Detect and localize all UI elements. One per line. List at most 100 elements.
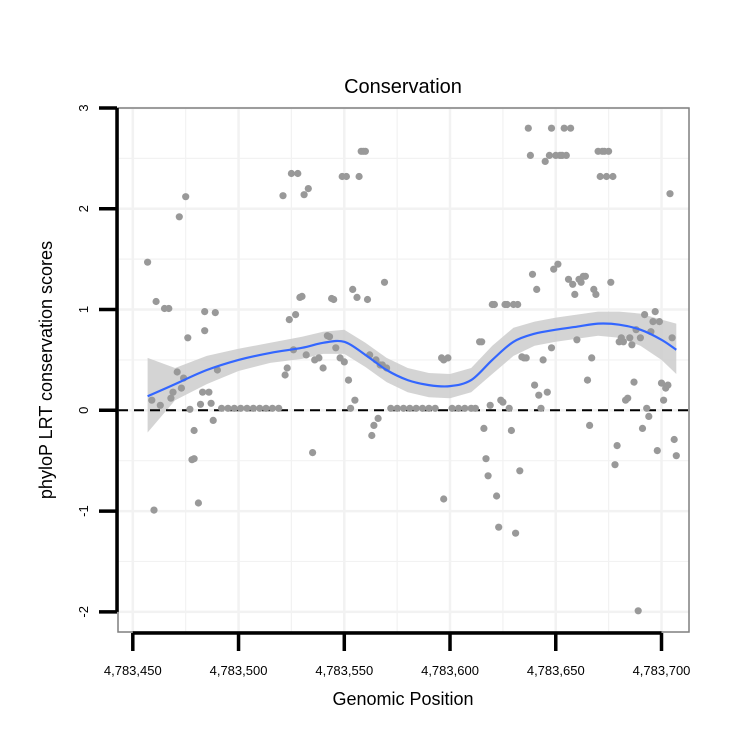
data-point <box>581 272 590 280</box>
data-point <box>571 290 579 298</box>
data-point <box>613 442 621 450</box>
data-point <box>363 295 372 304</box>
data-point <box>516 467 524 475</box>
data-point <box>294 169 302 178</box>
data-point <box>624 394 632 402</box>
data-point <box>167 394 175 402</box>
data-point <box>201 308 209 316</box>
data-point <box>577 278 585 286</box>
data-point <box>567 124 575 132</box>
data-point <box>630 378 638 386</box>
data-point <box>169 388 177 396</box>
data-point <box>526 151 535 159</box>
data-point <box>287 169 295 178</box>
data-point <box>507 426 515 435</box>
data-point <box>586 421 594 429</box>
data-point <box>490 300 498 309</box>
data-point <box>550 265 558 273</box>
data-point <box>666 190 674 198</box>
data-point <box>547 124 556 132</box>
data-point <box>374 414 382 422</box>
data-point <box>533 285 541 293</box>
data-point <box>175 213 183 221</box>
data-point <box>641 311 649 319</box>
data-point <box>596 172 604 181</box>
x-axis: 4,783,450 4,783,500 4,783,550 4,783,600 4,78… <box>104 631 691 678</box>
data-point <box>173 368 181 376</box>
data-point <box>190 426 198 435</box>
y-axis-label: phyloP LRT conservation scores <box>36 241 56 499</box>
data-point <box>619 338 628 346</box>
data-point <box>380 278 389 286</box>
data-point <box>209 416 217 424</box>
data-point <box>628 341 636 349</box>
x-axis-label: Genomic Position <box>332 689 473 709</box>
data-point <box>535 391 543 399</box>
data-point <box>545 151 554 159</box>
data-point <box>279 192 287 200</box>
data-point <box>249 404 257 412</box>
data-point <box>342 172 350 181</box>
data-point <box>425 404 433 412</box>
data-point <box>298 292 306 300</box>
data-point <box>499 398 507 406</box>
data-point <box>493 492 501 500</box>
data-point <box>480 424 488 432</box>
smooth-line <box>147 322 677 398</box>
y-tick-label: -1 <box>76 505 91 517</box>
data-point <box>541 157 549 165</box>
x-tick-label: 4,783,450 <box>104 663 162 678</box>
data-point <box>285 316 293 324</box>
x-tick-label: 4,783,700 <box>633 663 691 678</box>
data-point <box>461 404 469 412</box>
data-point <box>537 404 545 412</box>
data-point <box>304 185 312 193</box>
data-point <box>332 344 340 352</box>
y-tick-label: 2 <box>76 205 91 212</box>
data-point <box>588 354 596 362</box>
data-point <box>256 404 264 412</box>
data-point <box>569 280 577 288</box>
data-point <box>573 336 581 344</box>
data-point <box>275 404 283 412</box>
points-group <box>144 124 680 615</box>
data-point <box>672 452 680 460</box>
data-point <box>353 293 361 301</box>
data-point <box>611 461 619 469</box>
data-point <box>399 404 408 412</box>
data-point <box>393 404 401 412</box>
data-point <box>543 388 551 396</box>
data-point <box>186 405 194 413</box>
confidence-band-group <box>147 311 677 433</box>
y-tick-label: 0 <box>76 407 91 414</box>
data-point <box>547 344 556 352</box>
x-tick-label: 4,783,500 <box>210 663 268 678</box>
data-point <box>368 431 376 440</box>
data-point <box>309 449 317 457</box>
y-tick-label: 1 <box>76 306 91 313</box>
data-point <box>482 455 490 463</box>
data-point <box>478 338 486 346</box>
data-point <box>539 356 547 364</box>
data-point <box>300 191 308 199</box>
data-point <box>486 401 494 409</box>
data-point <box>514 300 522 309</box>
data-point <box>645 412 653 420</box>
data-point <box>355 172 363 181</box>
data-point <box>649 318 657 326</box>
data-point <box>607 278 615 286</box>
x-tick-label: 4,783,550 <box>315 663 373 678</box>
data-point <box>205 388 213 396</box>
data-point <box>237 404 245 412</box>
data-point <box>609 172 617 181</box>
data-point <box>340 358 348 366</box>
data-point <box>319 364 327 372</box>
data-point <box>503 300 511 309</box>
data-point <box>651 308 659 316</box>
data-point <box>144 258 152 266</box>
data-point <box>330 295 338 304</box>
data-point <box>184 334 192 342</box>
data-point <box>292 311 300 319</box>
data-point <box>283 364 291 372</box>
data-point <box>602 172 611 181</box>
